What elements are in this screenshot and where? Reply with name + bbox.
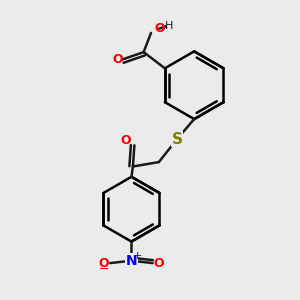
Text: O: O xyxy=(154,22,165,35)
Text: O: O xyxy=(154,256,164,270)
Text: N: N xyxy=(126,254,137,268)
Text: H: H xyxy=(165,21,173,31)
Text: −: − xyxy=(98,263,109,276)
Text: O: O xyxy=(121,134,131,147)
Text: O: O xyxy=(112,53,123,66)
Text: O: O xyxy=(98,256,109,270)
Text: +: + xyxy=(133,251,142,261)
Text: S: S xyxy=(172,132,183,147)
